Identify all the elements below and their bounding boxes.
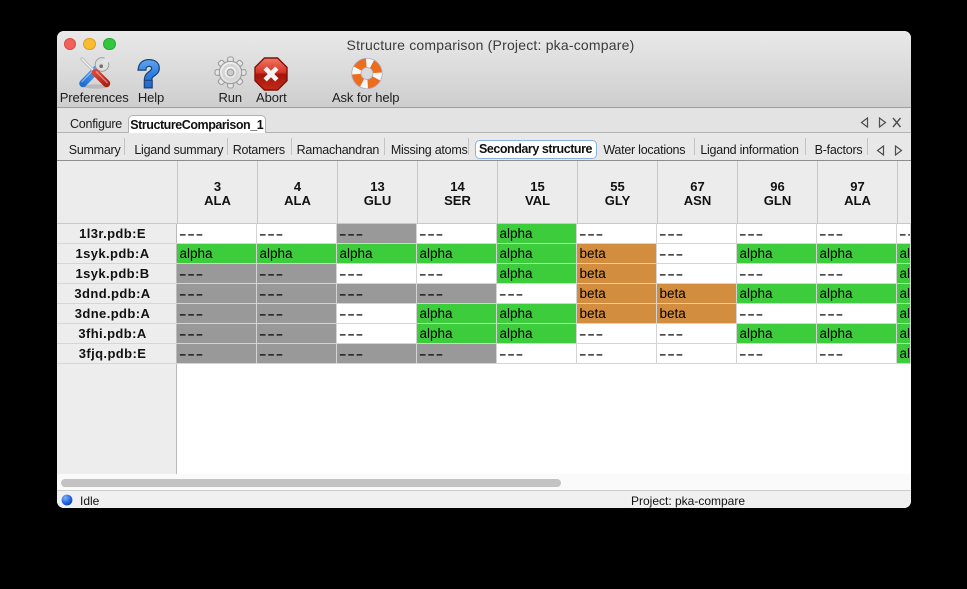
svg-text:?: ? [138, 55, 160, 93]
svg-text:?: ? [138, 55, 160, 93]
